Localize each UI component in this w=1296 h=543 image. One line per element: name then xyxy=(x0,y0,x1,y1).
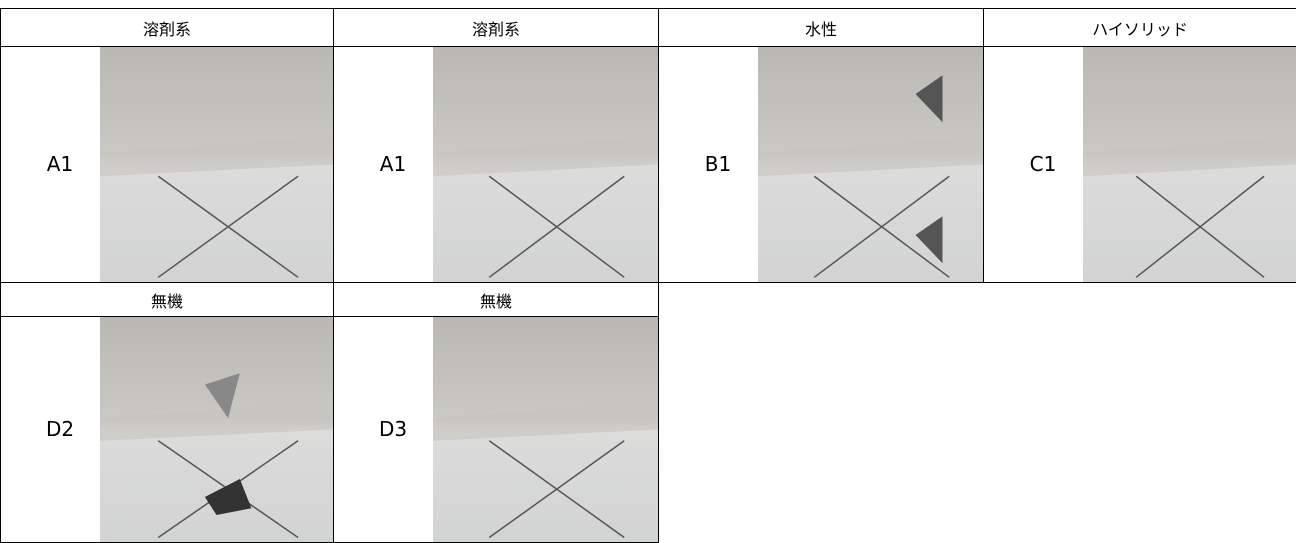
column-header: 水性 xyxy=(658,8,984,47)
sample-label: D3 xyxy=(378,417,408,441)
test-photo xyxy=(433,317,658,542)
test-photo xyxy=(433,47,658,282)
column-header: 溶剤系 xyxy=(333,8,659,47)
sample-label: A1 xyxy=(46,152,74,176)
sample-label: C1 xyxy=(1029,152,1057,176)
sample-label: D2 xyxy=(45,417,75,441)
column-header: ハイソリッド xyxy=(983,8,1296,47)
column-header: 溶剤系 xyxy=(0,8,334,47)
test-photo xyxy=(758,47,983,282)
cell-body xyxy=(983,46,1296,283)
sample-label: A1 xyxy=(379,152,407,176)
column-header: 無機 xyxy=(333,282,659,317)
test-photo xyxy=(1083,47,1296,282)
test-photo xyxy=(100,317,333,542)
test-photo xyxy=(100,47,333,282)
sample-label: B1 xyxy=(704,152,732,176)
column-header: 無機 xyxy=(0,282,334,317)
